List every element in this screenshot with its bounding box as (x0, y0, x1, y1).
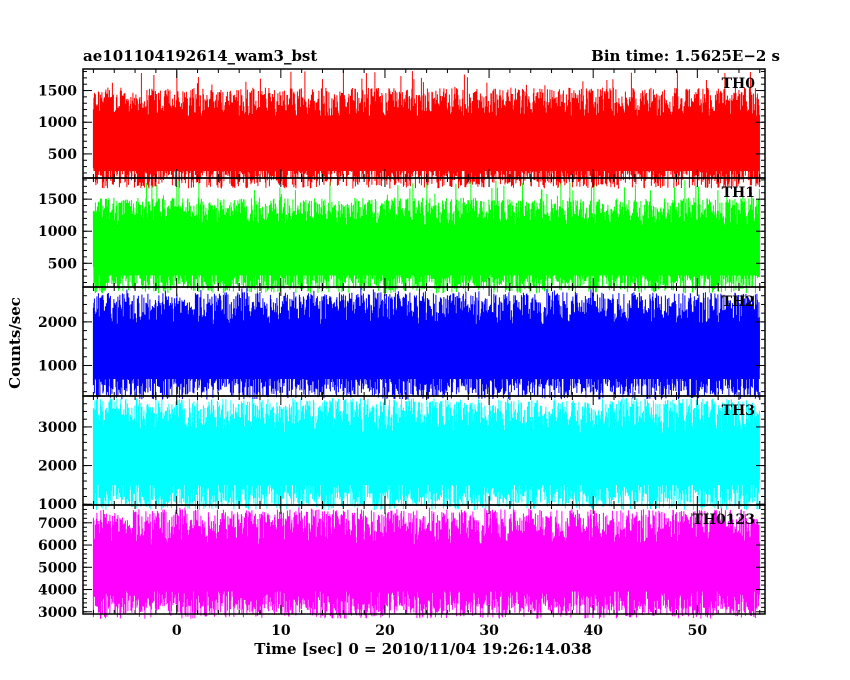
y-tick-label: 4000 (38, 583, 77, 599)
x-tick-label: 10 (271, 623, 291, 639)
panel-th2: 1000 2000 TH2 (38, 286, 766, 400)
panel-label: TH2 (722, 294, 755, 310)
chart-title: ae101104192614_wam3_bst (83, 47, 317, 65)
series-core-th1 (93, 224, 760, 276)
panel-th3: 1000 2000 3000 TH3 (38, 395, 766, 513)
series-core-th2 (93, 323, 760, 379)
x-axis-label: Time [sec] 0 = 2010/11/04 19:26:14.038 (254, 640, 591, 658)
panel-label: TH0123 (692, 512, 755, 528)
y-tick-label: 1000 (38, 358, 77, 374)
y-tick-label: 3000 (38, 605, 77, 621)
panel-label: TH3 (722, 403, 755, 419)
x-tick-label: 50 (688, 623, 708, 639)
y-tick-label: 1500 (38, 192, 77, 208)
bin-time-label: Bin time: 1.5625E−2 s (591, 47, 780, 65)
y-axis-label: Counts/sec (6, 297, 24, 389)
y-tick-label: 1000 (38, 497, 77, 513)
panel-label: TH1 (722, 185, 755, 201)
x-tick-label: 30 (479, 623, 499, 639)
series-core-th0123 (93, 549, 760, 592)
y-tick-label: 2000 (38, 315, 77, 331)
series-core-th3 (93, 434, 760, 486)
y-tick-label: 1500 (38, 84, 77, 100)
series-core-th0 (93, 115, 760, 172)
y-tick-label: 500 (48, 256, 77, 272)
y-tick-label: 6000 (38, 538, 77, 554)
x-tick-label: 0 (172, 623, 182, 639)
panel-label: TH0 (722, 76, 756, 92)
x-tick-label: 20 (375, 623, 395, 639)
y-tick-label: 500 (48, 147, 77, 163)
y-tick-label: 1000 (38, 115, 77, 131)
panel-th1: 500 1000 1500 TH1 (38, 177, 766, 294)
panel-th0: 500 1000 1500 TH0 (38, 68, 766, 189)
panel-frame (82, 504, 766, 615)
y-tick-label: 1000 (38, 224, 77, 240)
panel-th0123: 3000 4000 5000 6000 7000 TH0123 (38, 504, 766, 621)
x-axis: 0 10 20 30 40 50 (172, 623, 707, 639)
y-tick-label: 2000 (38, 459, 77, 475)
y-tick-label: 3000 (38, 420, 77, 436)
x-tick-label: 40 (583, 623, 603, 639)
y-tick-label: 5000 (38, 560, 77, 576)
y-tick-label: 7000 (38, 516, 77, 532)
